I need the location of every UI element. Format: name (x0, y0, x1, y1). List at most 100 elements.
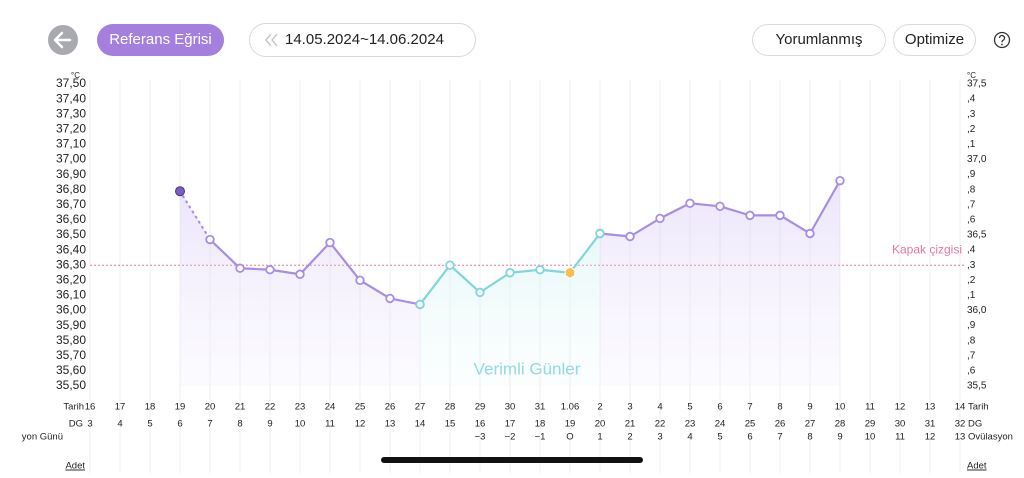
line-segment (628, 217, 662, 238)
point (175, 186, 185, 197)
y2-tick-label: ,1 (967, 290, 976, 301)
y2-tick-label: ,3 (967, 109, 976, 120)
date-label: 9 (807, 402, 812, 413)
y2-tick-label: 36,5 (967, 230, 987, 241)
interpreted-label: Yorumlanmış (776, 31, 863, 48)
y-tick-label: 36,40 (56, 242, 86, 256)
row-label-right: Ovülasyon (968, 432, 1013, 443)
date-label: 2 (597, 402, 602, 413)
point (535, 265, 545, 275)
point (835, 175, 845, 186)
y2-tick-label: ,4 (967, 94, 976, 105)
y2-tick-label: ,8 (967, 335, 976, 346)
point (625, 231, 635, 242)
ovulation-day-label: 7 (777, 432, 782, 443)
date-range-picker[interactable]: 14.05.2024~14.06.2024 (249, 23, 476, 57)
date-label: 6 (717, 402, 722, 413)
ovulation-day-label: −3 (475, 432, 486, 443)
cycle-day-label: 10 (295, 419, 306, 430)
y2-tick-label: ,6 (967, 215, 976, 226)
cycle-day-label: 5 (147, 419, 152, 430)
y-unit: °C (71, 71, 80, 80)
date-label: 7 (747, 402, 752, 413)
ovulation-day-label: 1 (597, 432, 602, 443)
y-tick-label: 36,10 (56, 288, 86, 302)
point (325, 237, 335, 248)
date-label: 8 (777, 402, 782, 413)
line-segment (238, 267, 272, 271)
ovulation-marker (564, 266, 576, 279)
optimize-label: Optimize (905, 31, 964, 48)
date-label: 25 (355, 402, 366, 413)
date-label: 4 (657, 402, 662, 413)
cycle-day-label: 3 (87, 419, 92, 430)
cycle-day-label: 18 (535, 419, 546, 430)
row-label-left: Tarih (63, 402, 84, 413)
cycle-day-label: 22 (655, 419, 666, 430)
ovulation-day-label: −2 (505, 432, 516, 443)
reference-button[interactable]: Referans Eğrisi (97, 24, 224, 56)
point (445, 260, 455, 270)
cover-line-label: Kapak çizgisi (892, 242, 962, 256)
y2-tick-label: ,7 (967, 350, 976, 361)
point (775, 210, 785, 221)
y2-tick-label: ,8 (967, 184, 976, 195)
line-segment (418, 264, 452, 306)
y-tick-label: 36,30 (56, 257, 86, 271)
y2-tick-label: ,2 (967, 124, 976, 135)
cycle-day-label: 25 (745, 419, 756, 430)
y-tick-label: 37,10 (56, 137, 86, 151)
ovulation-day-label: 6 (747, 432, 752, 443)
date-label: 23 (295, 402, 306, 413)
y-tick-label: 36,20 (56, 272, 86, 286)
point (595, 228, 605, 239)
y2-tick-label: 37,5 (967, 79, 987, 90)
date-label: 10 (835, 402, 846, 413)
cycle-day-label: 15 (445, 419, 456, 430)
cycle-day-label: 13 (385, 419, 396, 430)
home-indicator (381, 457, 643, 463)
cycle-day-label: 29 (865, 419, 876, 430)
row-label-right: Adet (967, 461, 987, 472)
y2-tick-label: ,4 (967, 245, 976, 256)
cycle-day-label: 4 (117, 419, 122, 430)
y-tick-label: 36,70 (56, 197, 86, 211)
y-tick-label: 37,00 (56, 152, 86, 166)
point (475, 287, 485, 298)
y2-tick-label: ,9 (967, 320, 976, 331)
optimize-button[interactable]: Optimize (893, 24, 976, 56)
date-label: 18 (145, 402, 156, 413)
cycle-day-label: 27 (805, 419, 816, 430)
y2-tick-label: ,3 (967, 260, 976, 271)
cycle-day-label: 11 (325, 419, 335, 430)
interpreted-button[interactable]: Yorumlanmış (752, 24, 886, 56)
point (415, 299, 425, 310)
y-tick-label: 36,50 (56, 227, 86, 241)
y-tick-label: 37,20 (56, 121, 86, 135)
area (600, 180, 840, 386)
ovulation-day-label: 13 (955, 432, 966, 443)
point (205, 234, 215, 245)
help-button[interactable] (993, 31, 1011, 49)
line-segment (268, 268, 302, 276)
date-label: 20 (205, 402, 216, 413)
date-label: 16 (85, 402, 96, 413)
date-label: 22 (265, 402, 276, 413)
line-segment (778, 214, 812, 235)
date-label: 5 (687, 402, 692, 413)
cycle-day-label: 24 (715, 419, 726, 430)
date-label: 12 (895, 402, 906, 413)
point (685, 198, 695, 208)
y-tick-label: 37,50 (56, 76, 86, 90)
y-tick-label: 35,80 (56, 333, 86, 347)
line-segment (358, 279, 392, 300)
ovulation-day-label: 4 (687, 432, 692, 443)
back-button[interactable] (48, 25, 78, 55)
date-label: 17 (115, 402, 126, 413)
ovulation-day-label: 9 (837, 432, 842, 443)
ovulation-day-label: −1 (535, 432, 546, 443)
date-label: 1.06 (561, 402, 580, 413)
y-tick-label: 36,00 (56, 303, 86, 317)
date-label: 29 (475, 402, 486, 413)
